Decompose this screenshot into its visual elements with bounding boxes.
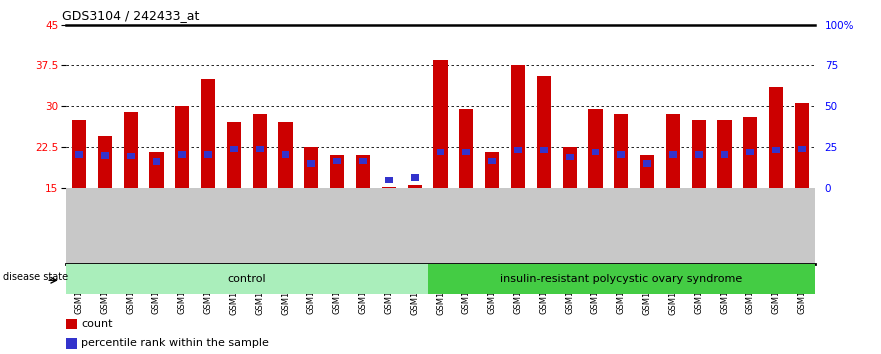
Bar xyxy=(459,109,473,188)
Bar xyxy=(230,146,238,152)
Bar xyxy=(463,149,470,155)
Bar xyxy=(666,114,680,188)
Bar xyxy=(562,147,577,188)
Bar xyxy=(692,120,706,188)
Bar xyxy=(359,158,367,164)
Bar xyxy=(72,120,86,188)
Text: insulin-resistant polycystic ovary syndrome: insulin-resistant polycystic ovary syndr… xyxy=(500,274,743,284)
Text: GDS3104 / 242433_at: GDS3104 / 242433_at xyxy=(63,9,200,22)
Bar xyxy=(66,264,427,294)
Bar xyxy=(537,76,551,188)
Bar xyxy=(433,60,448,188)
Bar xyxy=(669,151,677,158)
Bar xyxy=(66,338,77,349)
Bar xyxy=(485,152,500,188)
Bar xyxy=(488,158,496,164)
Bar xyxy=(640,155,655,188)
Bar xyxy=(152,158,160,165)
Bar xyxy=(330,155,344,188)
Bar xyxy=(643,160,651,167)
Bar xyxy=(427,264,815,294)
Bar xyxy=(253,114,267,188)
Bar xyxy=(201,79,215,188)
Bar xyxy=(411,174,418,181)
Text: control: control xyxy=(227,274,266,284)
Bar xyxy=(178,151,186,158)
Bar xyxy=(226,122,241,188)
Bar xyxy=(514,147,522,153)
Bar xyxy=(98,136,112,188)
Bar xyxy=(798,146,806,152)
Bar xyxy=(795,103,809,188)
Bar xyxy=(333,158,341,164)
Text: count: count xyxy=(81,319,113,329)
Bar xyxy=(540,147,548,153)
Bar xyxy=(123,112,137,188)
Bar xyxy=(127,153,135,159)
Bar xyxy=(381,187,396,188)
Bar xyxy=(150,152,164,188)
Bar xyxy=(618,151,626,158)
Bar xyxy=(204,151,212,158)
Bar xyxy=(175,106,189,188)
Bar xyxy=(511,65,525,188)
Text: disease state: disease state xyxy=(3,272,68,282)
Bar xyxy=(773,147,780,153)
Bar xyxy=(101,152,108,159)
Bar xyxy=(744,117,758,188)
Bar xyxy=(695,151,703,158)
Bar xyxy=(75,151,83,158)
Bar xyxy=(591,149,599,155)
Bar xyxy=(717,120,731,188)
Text: percentile rank within the sample: percentile rank within the sample xyxy=(81,338,269,348)
Bar xyxy=(282,151,290,158)
Bar xyxy=(66,319,77,329)
Bar xyxy=(356,155,370,188)
Bar xyxy=(746,149,754,155)
Bar xyxy=(566,154,574,160)
Bar xyxy=(769,87,783,188)
Bar xyxy=(304,147,319,188)
Bar xyxy=(307,160,315,167)
Bar xyxy=(385,177,393,183)
Bar xyxy=(255,146,263,152)
Bar xyxy=(408,185,422,188)
Bar xyxy=(437,149,444,155)
Bar xyxy=(721,151,729,158)
Bar xyxy=(278,122,292,188)
Bar xyxy=(589,109,603,188)
Bar xyxy=(614,114,628,188)
